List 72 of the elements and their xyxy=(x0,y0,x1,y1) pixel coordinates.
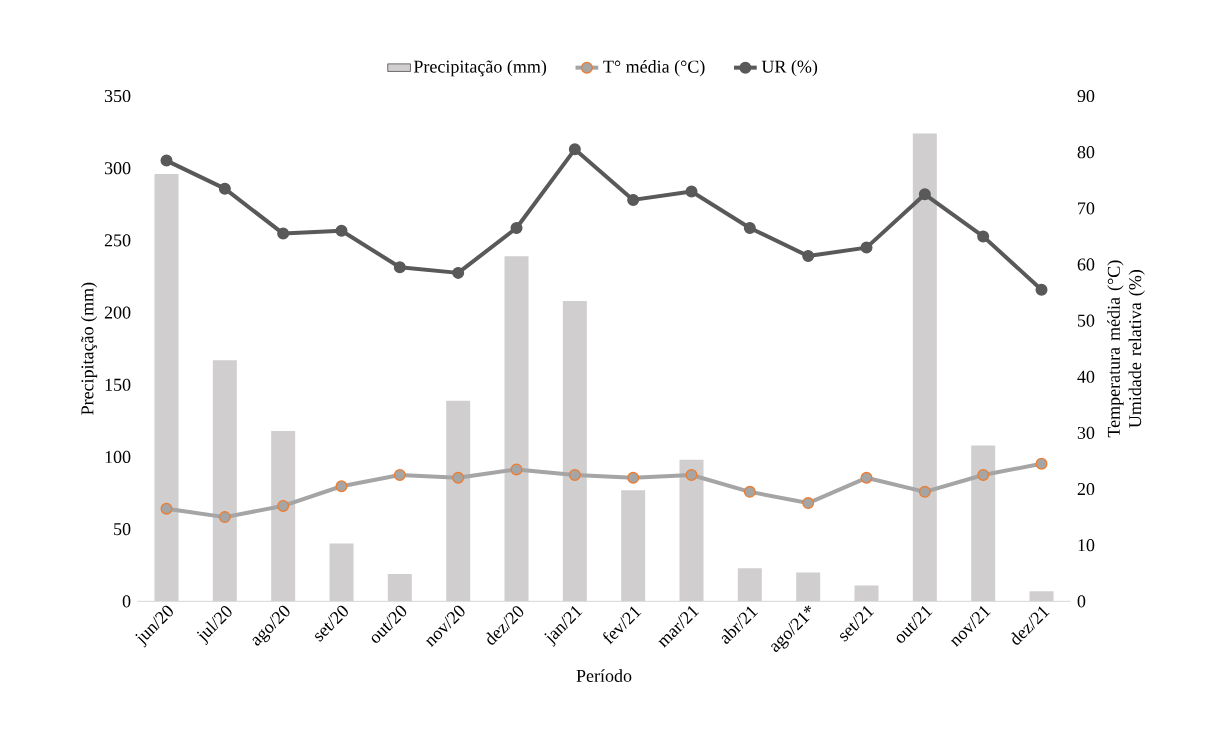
y2-tick-label: 60 xyxy=(1077,258,1095,271)
y-tick-label: 350 xyxy=(104,90,131,103)
y-tick-label: 150 xyxy=(105,378,131,391)
point xyxy=(335,224,348,237)
bar xyxy=(912,133,937,602)
point xyxy=(977,230,990,243)
x-axis-title: Período xyxy=(576,669,632,683)
legend-label: T° média (°C) xyxy=(603,60,705,77)
point xyxy=(1035,457,1048,470)
point xyxy=(160,502,173,515)
legend-label: Precipitação (mm) xyxy=(413,60,547,77)
point xyxy=(277,500,290,513)
point xyxy=(627,194,640,207)
y2-axis-title: Temperatura média (°C) Umidade relativa (%) xyxy=(1107,260,1145,438)
point xyxy=(393,261,406,274)
bar xyxy=(679,460,704,602)
point xyxy=(977,469,990,482)
y2-tick-label: 50 xyxy=(1077,314,1095,327)
y-tick-label: 100 xyxy=(105,451,131,464)
bar xyxy=(212,360,237,602)
bar xyxy=(154,174,179,602)
y-tick-label: 250 xyxy=(104,234,131,247)
point xyxy=(627,471,640,484)
point xyxy=(218,182,231,195)
point xyxy=(335,480,348,493)
point xyxy=(452,267,465,280)
point xyxy=(1035,283,1048,296)
y2-tick-label: 0 xyxy=(1077,595,1086,608)
point xyxy=(918,486,931,499)
bar xyxy=(504,256,529,602)
y-tick-label: 50 xyxy=(114,523,131,536)
point xyxy=(568,469,581,482)
point xyxy=(743,222,756,235)
point xyxy=(510,463,523,476)
y-tick-label: 0 xyxy=(122,595,131,608)
bar xyxy=(854,585,879,602)
point xyxy=(802,497,815,510)
bar xyxy=(971,445,996,602)
bar xyxy=(796,572,821,602)
y-tick-label: 200 xyxy=(104,306,131,319)
bar xyxy=(446,400,471,602)
bar xyxy=(329,543,354,602)
y2-tick-label: 40 xyxy=(1077,370,1095,383)
legend-label: UR (%) xyxy=(761,60,818,77)
y-axis-title: Precipitação (mm) xyxy=(80,282,98,416)
bar xyxy=(562,301,587,602)
point xyxy=(685,469,698,482)
bar xyxy=(271,431,296,602)
point xyxy=(743,486,756,499)
point xyxy=(510,222,523,235)
point xyxy=(218,511,231,524)
point xyxy=(277,227,290,240)
point xyxy=(860,241,873,254)
point xyxy=(685,185,698,198)
y2-tick-label: 70 xyxy=(1078,202,1095,215)
y2-tick-label: 20 xyxy=(1077,483,1095,496)
y2-tick-label: 30 xyxy=(1077,426,1095,440)
y2-tick-label: 10 xyxy=(1078,539,1095,552)
point xyxy=(918,188,931,201)
point xyxy=(452,471,465,484)
point xyxy=(860,471,873,484)
bar xyxy=(621,490,646,602)
y2-tick-label: 90 xyxy=(1077,90,1095,103)
bar xyxy=(737,568,762,602)
point xyxy=(568,143,581,156)
bar xyxy=(1029,591,1054,602)
point xyxy=(160,154,173,167)
point xyxy=(802,250,815,263)
point xyxy=(393,469,406,482)
bar xyxy=(387,574,412,602)
y-tick-label: 300 xyxy=(104,162,131,175)
y2-tick-label: 80 xyxy=(1077,146,1095,159)
